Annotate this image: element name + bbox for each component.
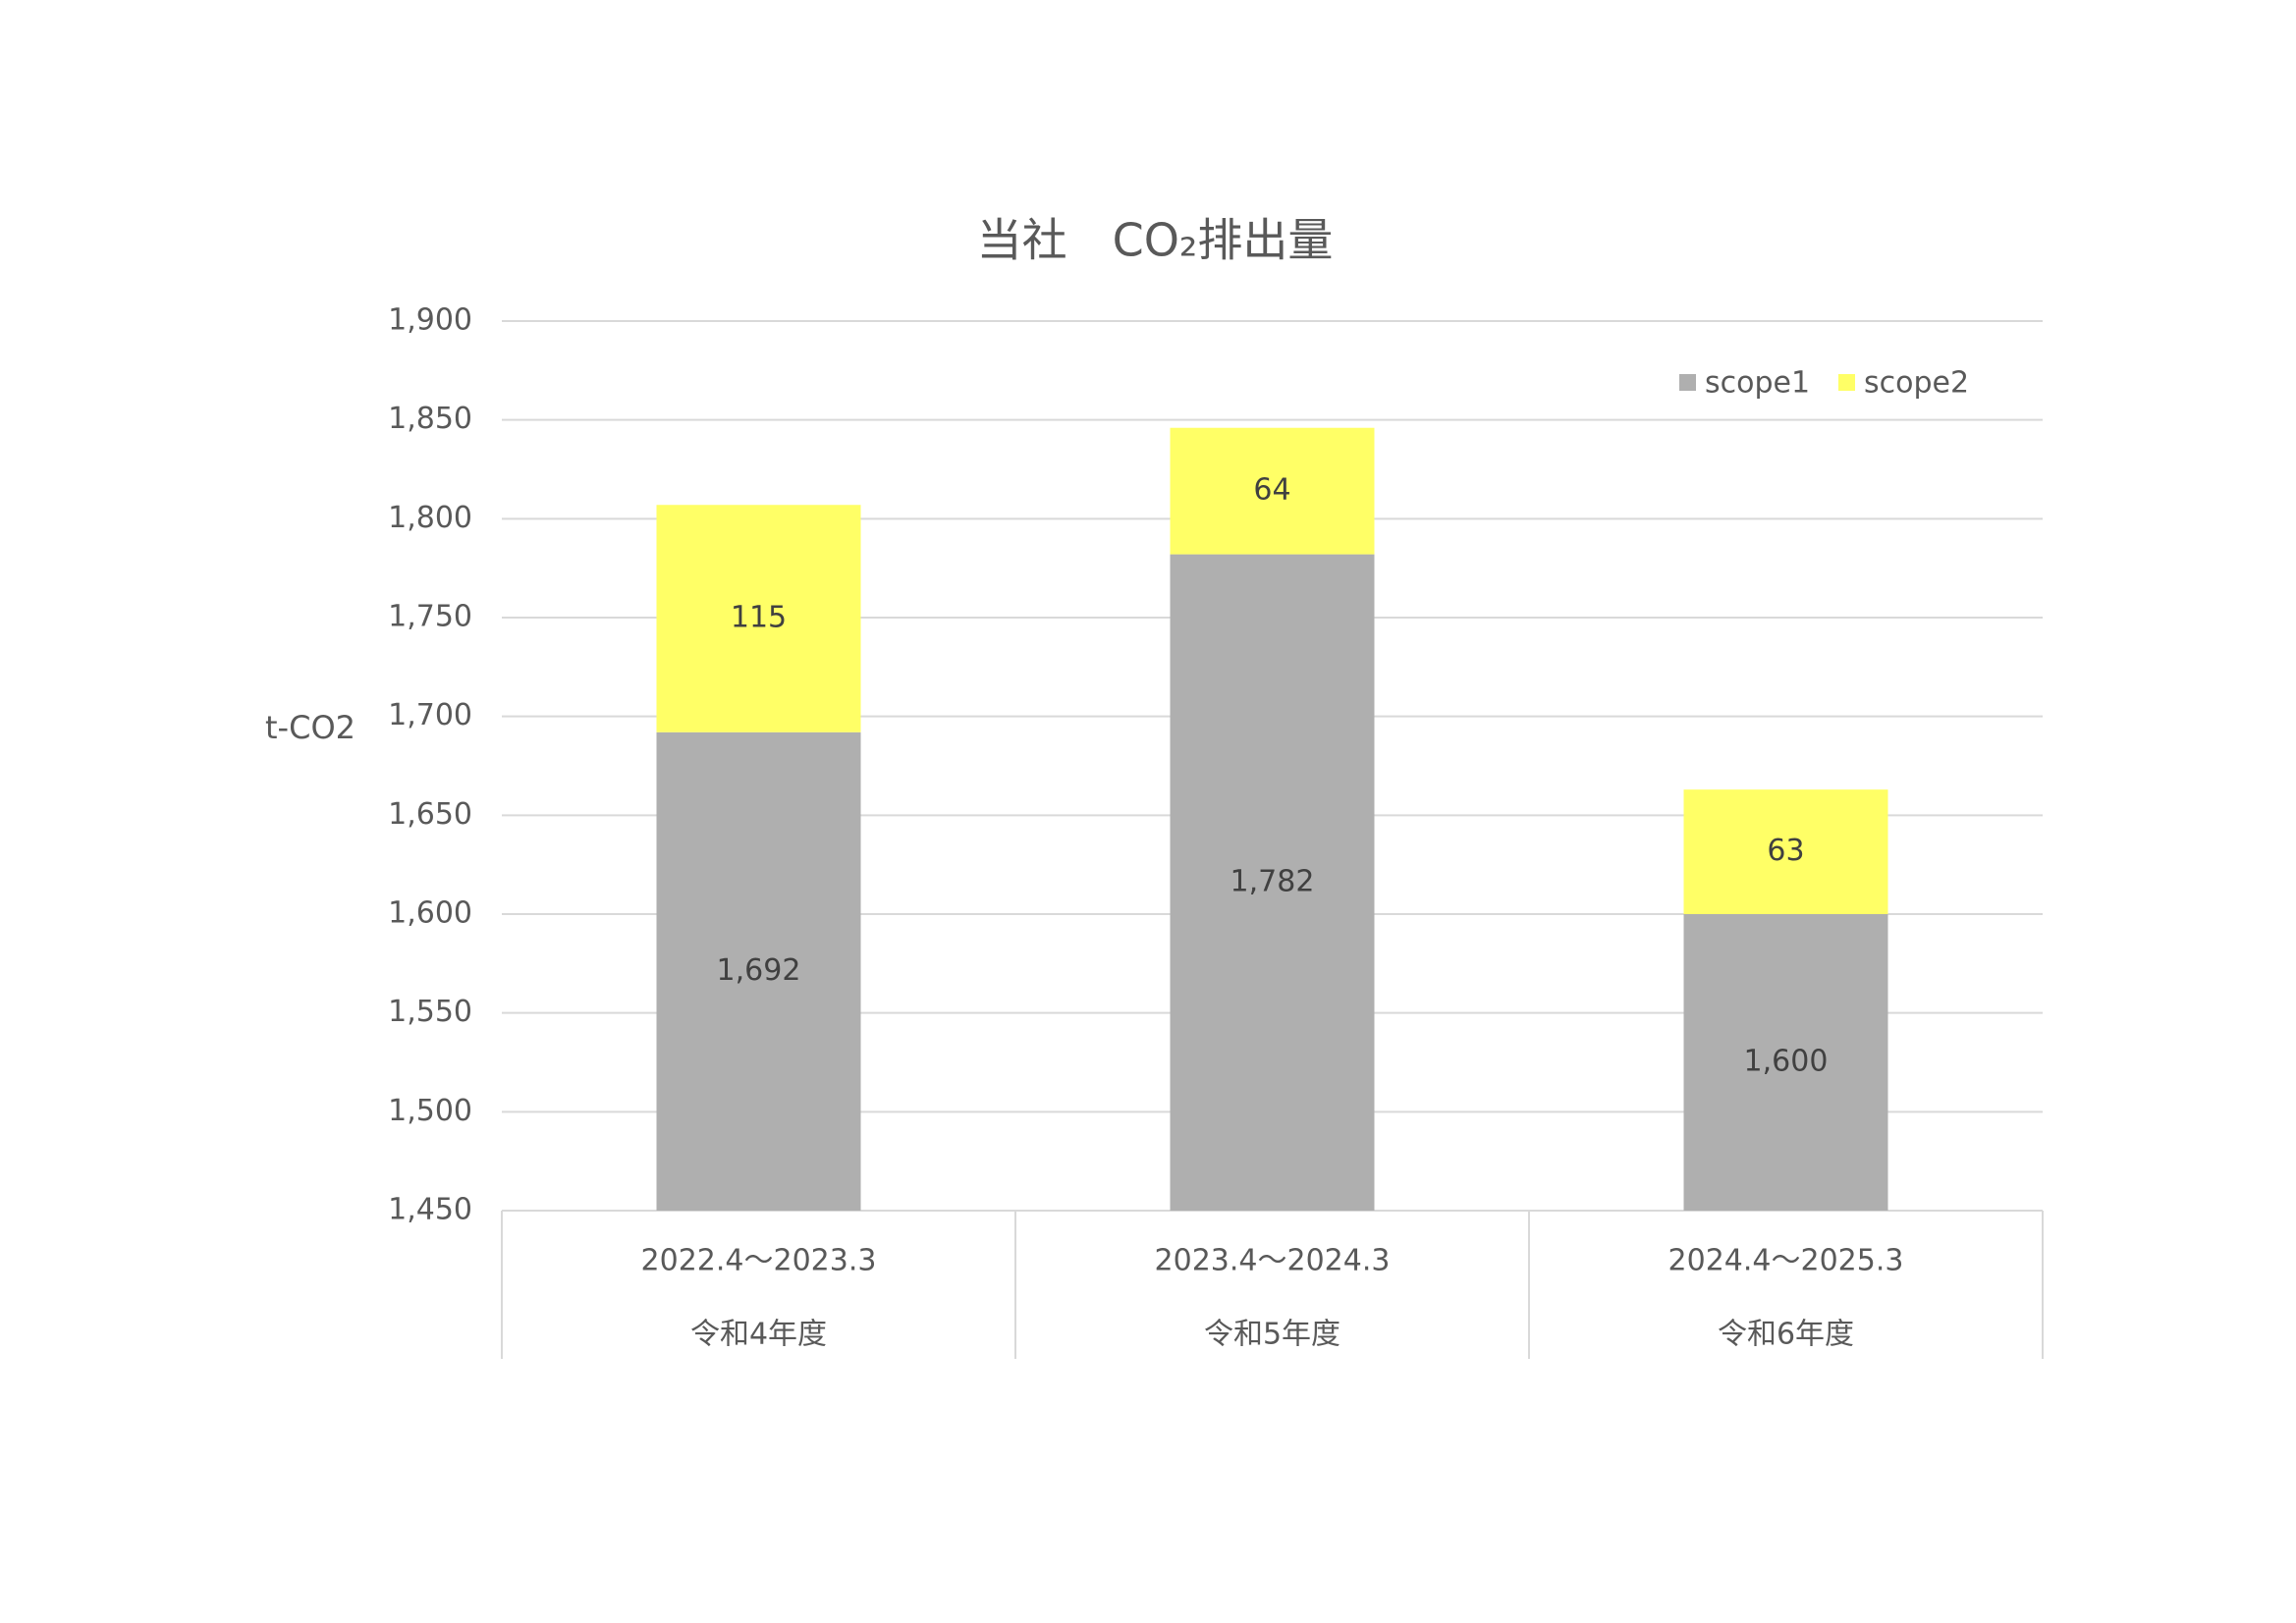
y-tick-label: 1,900 (388, 303, 472, 338)
legend-marker (1838, 374, 1855, 391)
bar-segment (1170, 427, 1375, 555)
x-tick-label: 令和4年度 (690, 1318, 827, 1352)
x-tick-label: 2024.4～2025.3 (1668, 1244, 1904, 1278)
data-label: 115 (731, 601, 787, 635)
y-tick-label: 1,500 (388, 1094, 472, 1128)
y-tick-label: 1,800 (388, 501, 472, 535)
y-tick-label: 1,550 (388, 995, 472, 1029)
bar-segment (656, 731, 861, 1211)
y-tick-label: 1,700 (388, 698, 472, 732)
bar-segment (1683, 914, 1888, 1211)
y-tick-label: 1,650 (388, 797, 472, 832)
data-label: 64 (1253, 473, 1290, 508)
y-tick-label: 1,850 (388, 402, 472, 436)
x-tick-label: 令和6年度 (1718, 1318, 1854, 1352)
data-label: 63 (1767, 834, 1804, 868)
chart-title: 当社 CO₂排出量 (977, 214, 1334, 267)
legend-marker (1679, 374, 1696, 391)
y-tick-label: 1,600 (388, 896, 472, 931)
y-tick-label: 1,450 (388, 1193, 472, 1227)
data-label: 1,782 (1230, 864, 1315, 898)
y-axis-label: t-CO2 (265, 709, 355, 746)
x-tick-label: 2022.4～2023.3 (641, 1244, 877, 1278)
bar-segment (656, 505, 861, 732)
data-label: 1,692 (717, 953, 801, 988)
legend-label: scope1 (1705, 366, 1810, 401)
y-tick-label: 1,750 (388, 600, 472, 634)
x-tick-label: 2023.4～2024.3 (1155, 1244, 1391, 1278)
x-tick-label: 令和5年度 (1204, 1318, 1340, 1352)
bar-segment (1683, 789, 1888, 914)
bar-segment (1170, 554, 1375, 1211)
legend-label: scope2 (1864, 366, 1969, 401)
data-label: 1,600 (1744, 1045, 1829, 1079)
